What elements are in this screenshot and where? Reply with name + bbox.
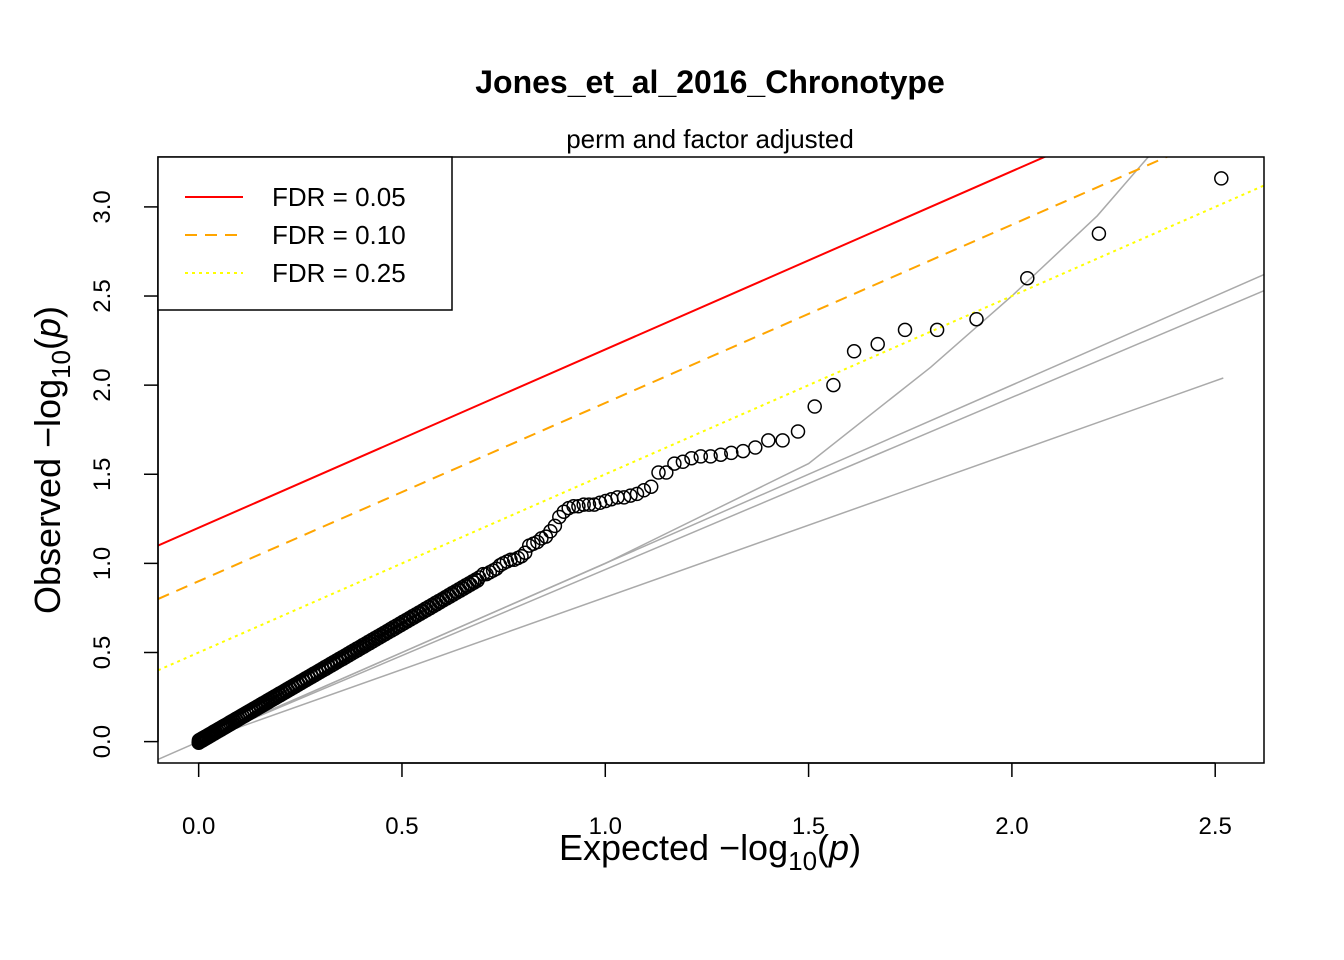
data-point bbox=[571, 499, 586, 514]
y-tick-label: 0.0 bbox=[89, 725, 116, 758]
y-axis-label-open-paren: ( bbox=[27, 338, 68, 350]
reference-line-3 bbox=[198, 377, 1224, 743]
chart-subtitle: perm and factor adjusted bbox=[566, 124, 854, 154]
y-axis-label-close-paren: ) bbox=[27, 306, 68, 318]
legend-label-fdr-025: FDR = 0.25 bbox=[272, 258, 406, 288]
data-point bbox=[703, 449, 718, 464]
data-point bbox=[470, 573, 485, 588]
data-point bbox=[693, 449, 709, 464]
y-tick-label: 2.0 bbox=[89, 368, 116, 401]
data-point bbox=[826, 377, 841, 393]
data-point bbox=[463, 577, 478, 592]
fdr-threshold-lines bbox=[158, 157, 1264, 672]
data-point bbox=[667, 456, 682, 471]
data-point bbox=[675, 454, 691, 470]
data-point bbox=[556, 504, 572, 519]
data-point bbox=[587, 497, 602, 512]
data-point bbox=[468, 572, 484, 587]
y-axis-label-prefix: Observed −log bbox=[27, 379, 68, 614]
x-axis-label: Expected −log10(p) bbox=[559, 827, 861, 876]
y-axis-label: Observed −log10(p) bbox=[27, 306, 76, 614]
data-point bbox=[465, 574, 480, 589]
y-axis: 0.0 0.5 1.0 1.5 2.0 2.5 3.0 bbox=[89, 190, 159, 758]
data-point bbox=[929, 322, 945, 338]
x-axis-label-prefix: Expected −log bbox=[559, 827, 788, 868]
data-point bbox=[713, 447, 729, 462]
data-point bbox=[1020, 270, 1035, 286]
data-point bbox=[643, 479, 659, 494]
data-point bbox=[466, 575, 482, 590]
data-point bbox=[547, 518, 563, 534]
data-point bbox=[846, 344, 862, 359]
y-tick-label: 2.5 bbox=[89, 279, 116, 312]
x-axis-label-close-paren: ) bbox=[849, 827, 861, 868]
data-point bbox=[775, 433, 790, 448]
legend: FDR = 0.05 FDR = 0.10 FDR = 0.25 bbox=[157, 156, 453, 311]
reference-line-2 bbox=[198, 290, 1264, 743]
y-tick-label: 1.0 bbox=[89, 547, 116, 580]
x-axis-label-open-paren: ( bbox=[817, 827, 829, 868]
y-tick-label: 3.0 bbox=[89, 190, 116, 223]
fdr-line-3 bbox=[158, 184, 1264, 672]
x-tick-label: 1.0 bbox=[589, 813, 622, 840]
chart-title: Jones_et_al_2016_Chronotype bbox=[475, 64, 945, 100]
data-point bbox=[735, 443, 751, 459]
data-point bbox=[748, 440, 763, 455]
data-point bbox=[1214, 171, 1229, 186]
y-axis-label-arg: p bbox=[27, 318, 68, 339]
y-axis-label-subscript: 10 bbox=[46, 350, 76, 379]
legend-label-fdr-010: FDR = 0.10 bbox=[272, 220, 406, 250]
reference-line-4 bbox=[198, 157, 1150, 743]
y-tick-label: 0.5 bbox=[89, 636, 116, 669]
data-point bbox=[684, 450, 699, 466]
x-axis: 0.0 0.5 1.0 1.5 2.0 2.5 bbox=[182, 762, 1232, 840]
x-tick-label: 2.5 bbox=[1199, 813, 1232, 840]
data-point bbox=[659, 465, 674, 480]
legend-label-fdr-005: FDR = 0.05 bbox=[272, 182, 406, 212]
x-tick-label: 0.5 bbox=[385, 813, 418, 840]
x-tick-label: 0.0 bbox=[182, 813, 215, 840]
data-point bbox=[471, 570, 487, 585]
legend-box bbox=[157, 156, 453, 311]
data-point bbox=[581, 497, 597, 512]
data-point bbox=[724, 445, 739, 461]
data-point bbox=[1091, 226, 1107, 241]
data-point bbox=[807, 399, 822, 414]
x-axis-label-subscript: 10 bbox=[788, 846, 817, 876]
data-point bbox=[790, 424, 806, 439]
data-point bbox=[629, 486, 645, 502]
data-point bbox=[521, 538, 537, 553]
data-point bbox=[517, 545, 533, 560]
data-point bbox=[870, 336, 885, 352]
observed-points bbox=[191, 171, 1229, 750]
data-point bbox=[636, 483, 652, 498]
fdr-line-2 bbox=[158, 157, 1169, 600]
x-tick-label: 1.5 bbox=[792, 813, 825, 840]
data-point bbox=[561, 500, 576, 516]
data-point bbox=[552, 509, 567, 525]
data-point bbox=[592, 495, 608, 511]
data-point bbox=[543, 524, 558, 539]
x-axis-label-arg: p bbox=[828, 827, 849, 868]
data-point bbox=[651, 465, 666, 480]
data-point bbox=[969, 311, 984, 327]
data-point bbox=[534, 531, 549, 546]
x-tick-label: 2.0 bbox=[995, 813, 1028, 840]
data-point bbox=[761, 433, 776, 448]
fdr-line-1 bbox=[158, 157, 1047, 547]
y-tick-label: 1.5 bbox=[89, 458, 116, 491]
data-point bbox=[897, 322, 913, 338]
reference-lines bbox=[158, 157, 1264, 761]
